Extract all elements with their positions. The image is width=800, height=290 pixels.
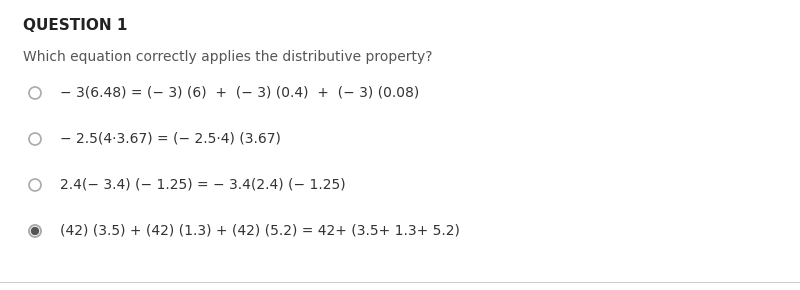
Text: (42) (3.5) + (42) (1.3) + (42) (5.2) = 42+ (3.5+ 1.3+ 5.2): (42) (3.5) + (42) (1.3) + (42) (5.2) = 4… [60, 223, 460, 237]
Text: Which equation correctly applies the distributive property?: Which equation correctly applies the dis… [23, 50, 433, 64]
Circle shape [30, 226, 39, 235]
Text: − 3(6.48) = (− 3) (6)  +  (− 3) (0.4)  +  (− 3) (0.08): − 3(6.48) = (− 3) (6) + (− 3) (0.4) + (−… [60, 85, 419, 99]
Circle shape [29, 225, 41, 237]
Text: QUESTION 1: QUESTION 1 [23, 18, 127, 33]
Text: − 2.5(4·3.67) = (− 2.5·4) (3.67): − 2.5(4·3.67) = (− 2.5·4) (3.67) [60, 131, 281, 145]
Text: 2.4(− 3.4) (− 1.25) = − 3.4(2.4) (− 1.25): 2.4(− 3.4) (− 1.25) = − 3.4(2.4) (− 1.25… [60, 177, 346, 191]
Circle shape [31, 227, 38, 235]
